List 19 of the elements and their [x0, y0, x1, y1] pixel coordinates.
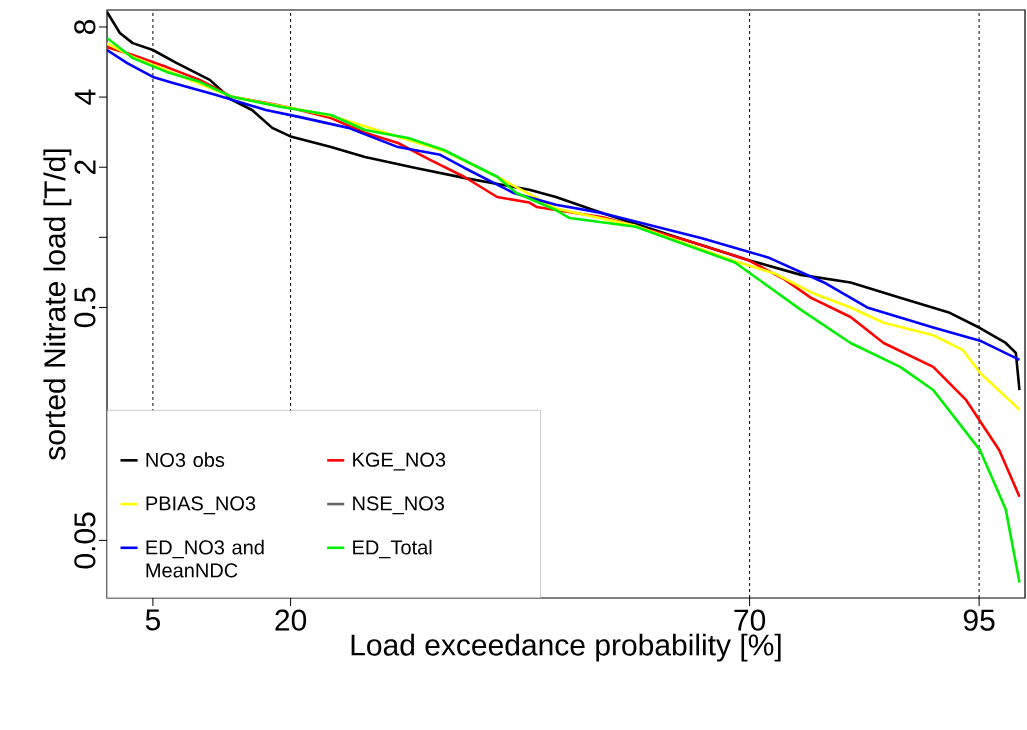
y-axis-title: sorted Nitrate load [T/d]	[43, 149, 72, 460]
line-series	[107, 36, 1021, 584]
y-tick-label: 0.5	[74, 287, 96, 328]
legend-label: ED_Total	[353, 539, 432, 559]
legend-label: NO3 obs	[146, 452, 225, 468]
line-series	[107, 48, 1021, 362]
legend-label: NSE_NO3	[353, 496, 445, 515]
legend-label: KGE_NO3	[353, 452, 446, 471]
x-axis-title: Load exceedance probability [%]	[351, 633, 781, 662]
y-tick-label: 8	[74, 19, 96, 34]
legend-label: ED_NO3 and MeanNDC	[146, 539, 264, 578]
legend-label: PBIAS_NO3	[146, 496, 256, 515]
x-tick-label: 70	[734, 609, 766, 631]
x-tick-label: 95	[963, 609, 995, 631]
y-tick-label: 4	[74, 89, 96, 105]
y-tick-label: 0.05	[74, 512, 96, 569]
y-tick-label: 2	[74, 160, 96, 175]
x-tick-label: 5	[145, 609, 160, 631]
x-tick-label: 20	[275, 609, 307, 631]
